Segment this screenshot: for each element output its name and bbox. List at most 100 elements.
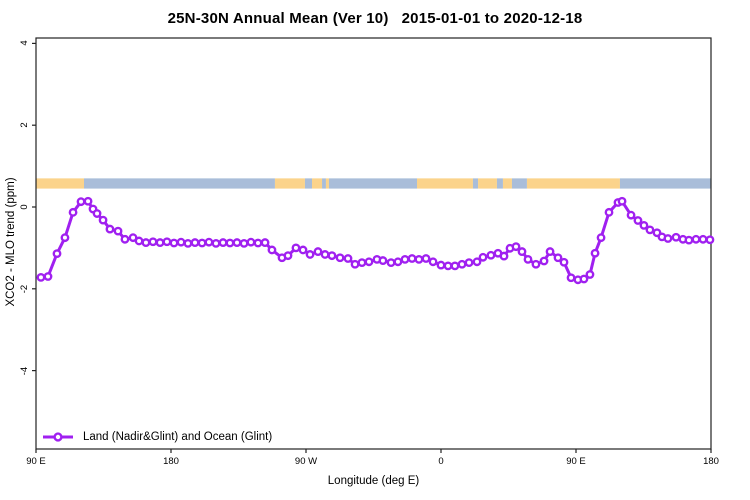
data-point-marker	[218, 238, 228, 247]
surface-band-ocean	[496, 178, 503, 189]
data-point-marker	[421, 254, 431, 263]
data-point-marker	[148, 237, 158, 247]
legend: Land (Nadir&Glint) and Ocean (Glint)	[42, 430, 272, 444]
surface-band-ocean	[84, 178, 275, 189]
data-point-marker	[253, 238, 263, 248]
data-point-marker	[457, 259, 467, 269]
data-point-marker	[169, 238, 179, 248]
data-point-marker	[478, 252, 488, 262]
data-point-marker	[298, 245, 308, 255]
y-tick-label: 0	[19, 204, 30, 210]
data-point-marker	[499, 251, 509, 261]
data-point-marker	[539, 256, 549, 266]
data-point-marker	[517, 247, 527, 256]
data-point-marker	[590, 248, 600, 258]
data-point-marker	[428, 257, 438, 267]
surface-band-ocean	[619, 178, 711, 189]
legend-label: Land (Nadir&Glint) and Ocean (Glint)	[83, 431, 273, 443]
data-point-marker	[92, 209, 102, 218]
data-point-marker	[283, 251, 293, 261]
surface-band-ocean	[304, 178, 312, 189]
data-point-marker	[76, 197, 86, 207]
surface-band-land	[325, 178, 329, 189]
data-point-marker	[705, 235, 715, 245]
data-point-marker	[617, 196, 627, 206]
data-point-marker	[43, 272, 53, 281]
data-point-marker	[211, 239, 221, 248]
data-point-marker	[60, 233, 70, 243]
data-point-marker	[197, 238, 207, 248]
x-tick-label: 90 W	[294, 456, 318, 467]
data-point-marker	[155, 238, 165, 247]
y-axis-title: XCO2 - MLO trend (ppm)	[5, 177, 17, 307]
surface-band-land	[274, 178, 305, 189]
data-point-marker	[141, 238, 151, 247]
surface-band-ocean	[322, 178, 326, 189]
surface-band-land	[36, 178, 84, 189]
data-point-marker	[68, 207, 78, 217]
data-point-marker	[113, 226, 123, 236]
data-point-marker	[190, 238, 200, 247]
data-point-marker	[486, 250, 496, 260]
data-point-marker	[327, 251, 337, 261]
x-tick-label: 0	[438, 456, 444, 467]
data-point-marker	[450, 261, 460, 271]
data-point-marker	[579, 274, 589, 284]
data-point-marker	[698, 234, 708, 244]
data-point-marker	[83, 196, 93, 206]
data-point-marker	[134, 236, 144, 246]
data-point-marker	[320, 250, 330, 259]
data-point-marker	[639, 221, 649, 230]
data-point-marker	[633, 216, 643, 225]
data-point-marker	[350, 259, 360, 269]
surface-band-land	[417, 178, 473, 189]
data-point-marker	[671, 232, 681, 242]
x-tick-label: 180	[163, 456, 179, 467]
data-point-marker	[313, 247, 323, 256]
x-axis-title: Longitude (deg E)	[327, 475, 420, 487]
data-point-marker	[626, 210, 636, 220]
data-point-marker	[386, 258, 396, 268]
data-point-marker	[204, 237, 214, 247]
data-point-marker	[684, 235, 694, 245]
data-point-marker	[472, 257, 482, 267]
data-point-marker	[343, 254, 353, 263]
data-point-marker	[585, 270, 595, 279]
data-point-marker	[604, 207, 614, 217]
y-tick-label: 4	[19, 40, 30, 47]
surface-band-land	[312, 178, 323, 189]
data-point-marker	[364, 257, 374, 267]
data-point-marker	[225, 238, 235, 248]
data-point-marker	[663, 234, 673, 243]
legend-line-marker-icon	[43, 432, 73, 442]
data-point-marker	[436, 260, 446, 270]
data-point-marker	[162, 237, 172, 247]
surface-band-ocean	[511, 178, 527, 189]
data-point-marker	[407, 254, 417, 263]
x-tick-label: 180	[703, 456, 719, 467]
data-point-marker	[239, 239, 249, 248]
data-point-marker	[511, 242, 521, 252]
data-point-marker	[596, 233, 606, 243]
surface-band-ocean	[328, 178, 417, 189]
data-point-marker	[553, 253, 563, 263]
data-point-marker	[393, 257, 403, 267]
data-point-marker	[246, 237, 256, 247]
surface-band-land	[502, 178, 512, 189]
surface-band-land	[526, 178, 620, 189]
data-point-marker	[559, 257, 569, 267]
data-point-marker	[400, 254, 410, 264]
data-point-marker	[232, 238, 242, 247]
data-point-marker	[357, 258, 367, 268]
data-point-marker	[36, 272, 46, 282]
data-point-marker	[545, 247, 555, 256]
data-point-marker	[378, 256, 388, 265]
data-point-marker	[464, 258, 474, 268]
data-point-marker	[260, 238, 270, 247]
chart-title: 25N-30N Annual Mean (Ver 10) 2015-01-01 …	[167, 10, 583, 27]
data-point-marker	[105, 224, 115, 234]
x-tick-label: 90 E	[26, 456, 46, 467]
data-point-marker	[305, 250, 315, 259]
